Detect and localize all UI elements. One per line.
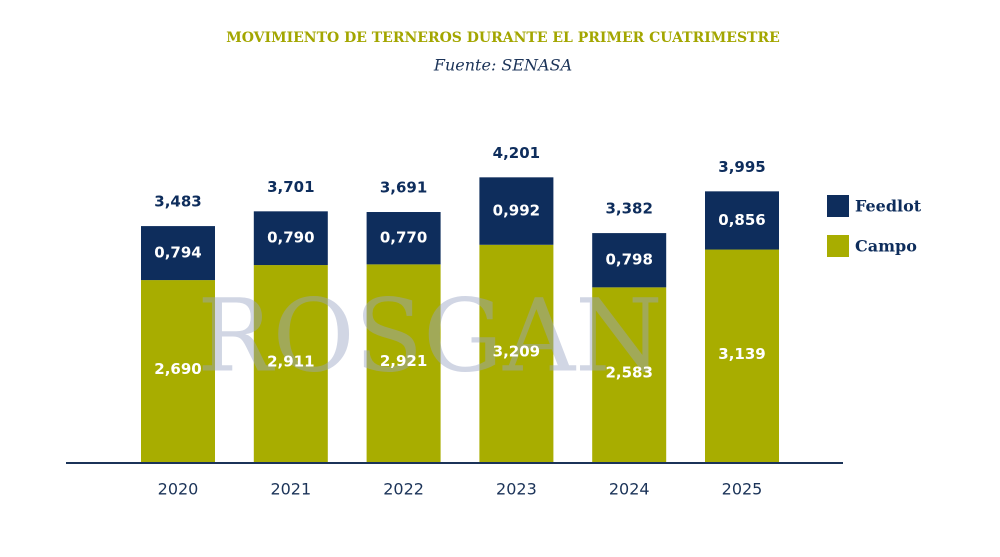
total-label: 3,995 [718, 158, 765, 176]
bar-segment [253, 211, 328, 266]
bar-segment [592, 233, 667, 288]
total-label: 4,201 [493, 144, 540, 162]
bar-segment [253, 265, 328, 463]
bar-segment [705, 191, 779, 250]
value-label: 0,992 [493, 202, 540, 220]
plot [141, 177, 779, 463]
legend-label: Campo [855, 237, 917, 256]
bar-segment [705, 249, 779, 463]
x-tick-label: 2021 [270, 480, 311, 499]
bar-segment [141, 226, 215, 281]
value-label: 0,856 [718, 211, 765, 229]
legend-label: Feedlot [855, 197, 922, 216]
value-label: 2,690 [154, 360, 201, 378]
total-label: 3,382 [605, 200, 652, 218]
legend-swatch [827, 195, 849, 217]
bar-segment [479, 244, 554, 463]
value-label: 0,790 [267, 229, 314, 247]
value-label: 3,209 [493, 342, 540, 360]
watermark: ROSGAN [197, 278, 662, 395]
bar-segment [141, 280, 215, 463]
value-label: 2,583 [605, 364, 652, 382]
x-tick-label: 2020 [158, 480, 199, 499]
value-label: 0,798 [605, 251, 652, 269]
value-label: 0,794 [154, 244, 201, 262]
bar-segment [366, 212, 441, 265]
legend-swatch [827, 235, 849, 257]
total-label: 3,483 [154, 193, 201, 211]
bar-segment [366, 264, 441, 463]
x-tick-label: 2023 [496, 480, 537, 499]
total-label: 3,701 [267, 178, 314, 196]
value-label: 2,911 [267, 353, 314, 371]
bar-segment [592, 287, 667, 463]
chart-subtitle: Fuente: SENASA [433, 56, 572, 75]
value-label: 0,770 [380, 229, 427, 247]
bar-segment [479, 177, 554, 245]
x-tick-label: 2022 [383, 480, 424, 499]
value-label: 2,921 [380, 352, 427, 370]
total-label: 3,691 [380, 179, 427, 197]
x-tick-label: 2024 [609, 480, 650, 499]
x-tick-label: 2025 [722, 480, 763, 499]
value-label: 3,139 [718, 345, 765, 363]
chart-title: MOVIMIENTO DE TERNEROS DURANTE EL PRIMER… [226, 30, 780, 46]
